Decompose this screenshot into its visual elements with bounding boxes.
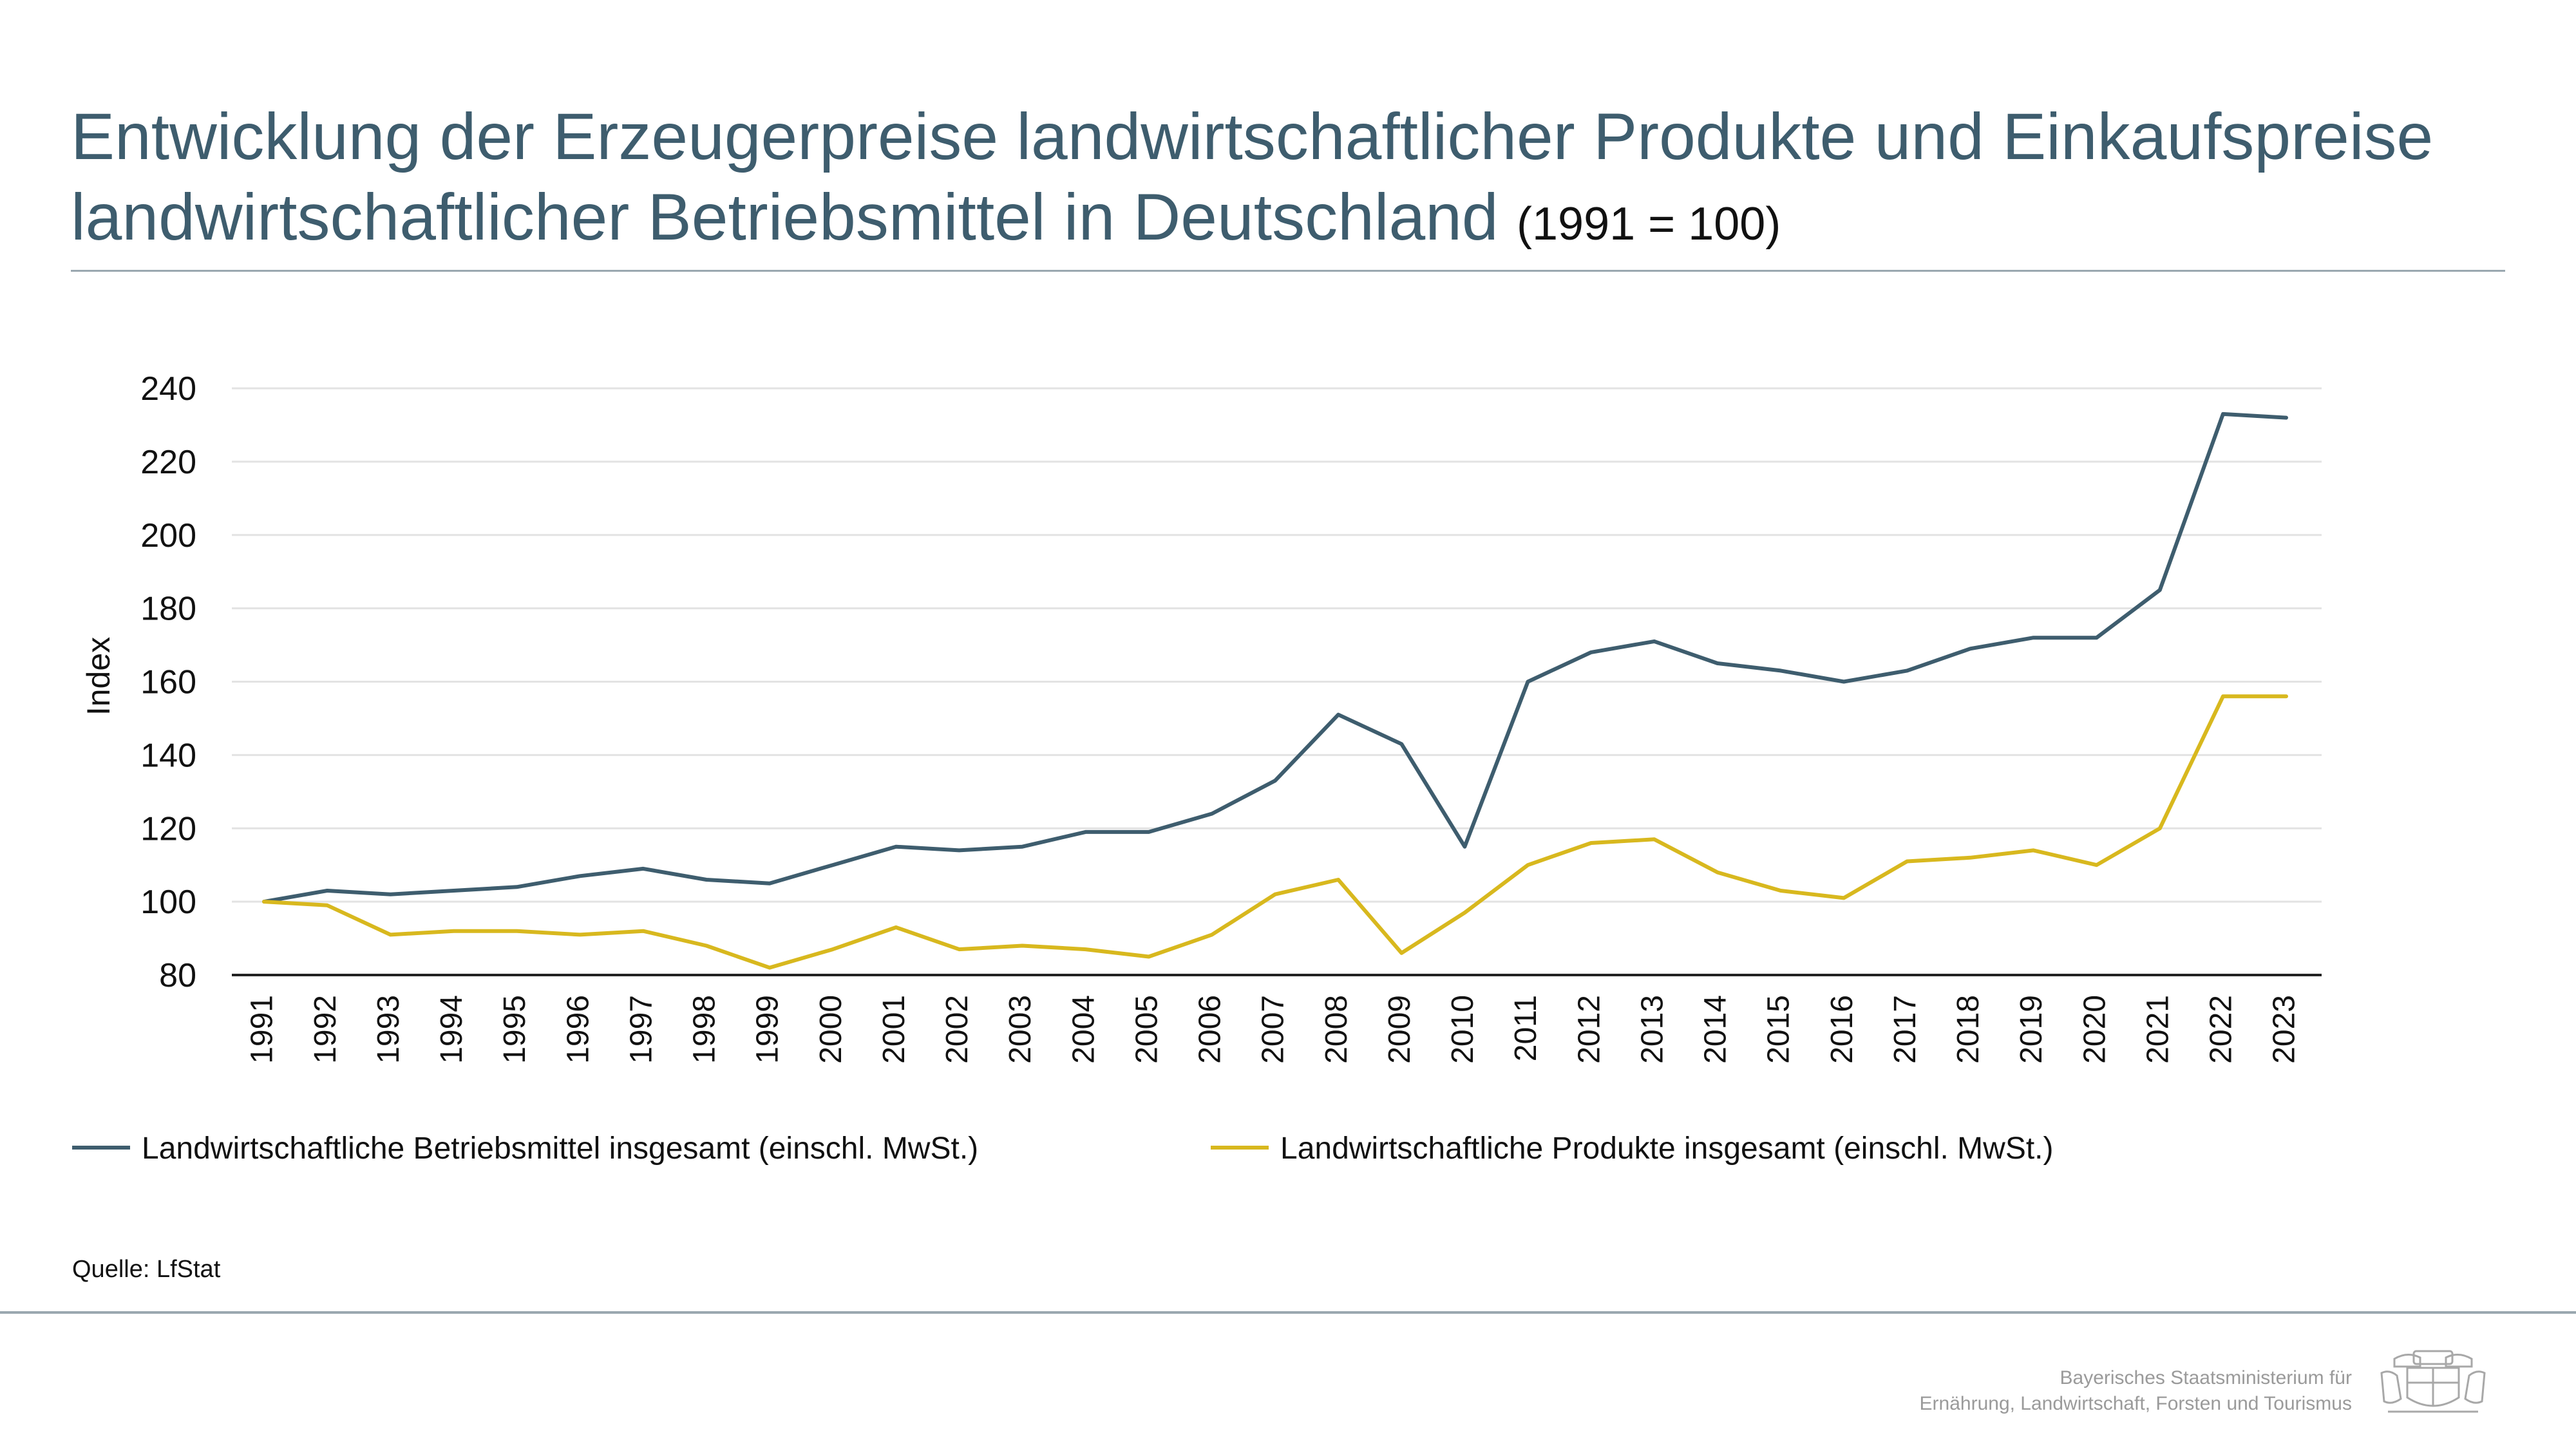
series-lines: [262, 412, 2288, 970]
x-tick-label: 1999: [751, 995, 785, 1064]
legend-label-betriebsmittel: Landwirtschaftliche Betriebsmittel insge…: [142, 1132, 979, 1166]
y-tick-label: 100: [140, 884, 196, 921]
title-line-2-text: landwirtschaftlicher Betriebsmittel in D…: [71, 180, 1499, 254]
legend-item-betriebsmittel: Landwirtschaftliche Betriebsmittel insge…: [72, 1131, 978, 1166]
title-line-2: landwirtschaftlicher Betriebsmittel in D…: [71, 177, 2505, 265]
x-tick-label: 2023: [2268, 995, 2302, 1064]
legend-item-produkte: Landwirtschaftliche Produkte insgesamt (…: [1211, 1131, 2054, 1166]
y-tick-label: 200: [140, 517, 196, 554]
x-tick-label: 2007: [1256, 995, 1291, 1064]
x-tick-label: 1995: [498, 995, 532, 1064]
x-axis-ticks: 1991 1992 1993 1994 1995 1996 1997 1998 1999 2000…: [245, 995, 2302, 1064]
source-note: Quelle: LfStat: [72, 1256, 221, 1283]
x-tick-label: 2015: [1762, 995, 1796, 1064]
y-tick-label: 120: [140, 810, 196, 848]
x-tick-label: 2008: [1320, 995, 1354, 1064]
x-tick-label: 2000: [814, 995, 848, 1064]
gridlines: [232, 387, 2322, 976]
x-tick-label: 2018: [1951, 995, 1985, 1064]
x-tick-label: 1998: [688, 995, 722, 1064]
y-axis-ticks: 80 100 120 140 160 180 200 220 240: [140, 370, 196, 994]
y-axis-label: Index: [80, 637, 117, 715]
legend-label-produkte: Landwirtschaftliche Produkte insgesamt (…: [1280, 1132, 2054, 1166]
ministry-line-2: Ernährung, Landwirtschaft, Forsten und T…: [1919, 1393, 2352, 1414]
x-tick-label: 2017: [1888, 995, 1922, 1064]
legend-swatch-betriebsmittel: [72, 1146, 130, 1150]
x-tick-label: 1996: [561, 995, 595, 1064]
ministry-name: Bayerisches Staatsministerium für Ernähr…: [1920, 1365, 2352, 1417]
y-tick-label: 80: [159, 957, 196, 994]
x-tick-label: 2006: [1193, 995, 1227, 1064]
legend-swatch-produkte: [1211, 1146, 1269, 1150]
y-tick-label: 220: [140, 444, 196, 481]
x-tick-label: 1997: [624, 995, 658, 1064]
x-tick-label: 2019: [2014, 995, 2049, 1064]
x-tick-label: 2002: [940, 995, 974, 1064]
x-tick-label: 2010: [1446, 995, 1480, 1064]
x-tick-label: 1993: [372, 995, 406, 1064]
ministry-line-1: Bayerisches Staatsministerium für: [2060, 1367, 2353, 1388]
x-tick-label: 2016: [1825, 995, 1859, 1064]
x-tick-label: 1994: [435, 995, 469, 1064]
title-line-1: Entwicklung der Erzeugerpreise landwirts…: [71, 100, 2434, 173]
x-tick-label: 2020: [2078, 995, 2112, 1064]
chart-title: Entwicklung der Erzeugerpreise landwirts…: [71, 97, 2505, 265]
x-tick-label: 1991: [245, 995, 279, 1064]
title-divider: [71, 270, 2505, 272]
x-tick-label: 1992: [308, 995, 343, 1064]
x-tick-label: 2001: [877, 995, 911, 1064]
x-tick-label: 2009: [1383, 995, 1417, 1064]
x-tick-label: 2014: [1699, 995, 1733, 1064]
x-tick-label: 2022: [2204, 995, 2239, 1064]
series-line-produkte: [262, 694, 2288, 970]
x-tick-label: 2005: [1130, 995, 1164, 1064]
x-tick-label: 2021: [2141, 995, 2175, 1064]
y-tick-label: 240: [140, 370, 196, 408]
x-tick-label: 2004: [1066, 995, 1101, 1064]
title-base-year: (1991 = 100): [1517, 198, 1781, 250]
x-tick-label: 2011: [1509, 995, 1543, 1061]
series-line-betriebsmittel: [262, 412, 2288, 904]
x-tick-label: 2013: [1635, 995, 1669, 1064]
bavarian-crest-logo: [2380, 1350, 2486, 1413]
x-tick-label: 2012: [1572, 995, 1606, 1064]
footer-divider: [0, 1311, 2576, 1314]
y-tick-label: 140: [140, 737, 196, 774]
x-tick-label: 2003: [1003, 995, 1037, 1064]
y-tick-label: 160: [140, 664, 196, 701]
y-tick-label: 180: [140, 591, 196, 628]
